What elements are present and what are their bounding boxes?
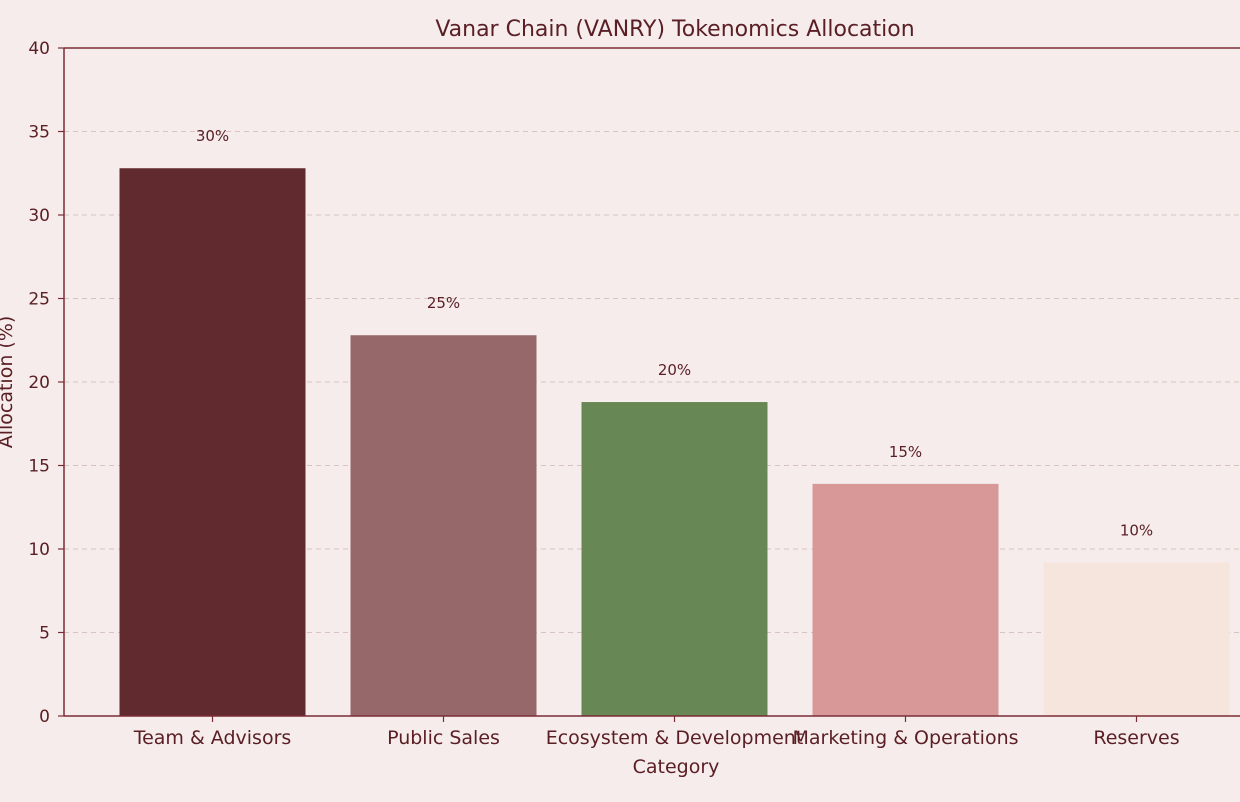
chart-title: Vanar Chain (VANRY) Tokenomics Allocatio…	[435, 17, 914, 42]
y-tick-label: 25	[28, 290, 50, 310]
data-label: 10%	[1120, 521, 1153, 539]
data-label: 20%	[658, 361, 691, 379]
bar-0	[119, 168, 306, 717]
y-tick-label: 35	[28, 123, 50, 143]
y-axis-title: Allocation (%)	[0, 316, 17, 449]
bar-4	[1043, 562, 1230, 716]
y-tick-label: 0	[39, 707, 50, 727]
y-tick-label: 20	[28, 373, 50, 393]
bar-1	[350, 335, 537, 716]
data-label: 30%	[196, 127, 229, 145]
y-tick-label: 30	[28, 206, 50, 226]
bar-2	[581, 402, 768, 716]
y-tick-label: 40	[28, 39, 50, 59]
bar-3	[812, 483, 999, 716]
y-tick-label: 15	[28, 457, 50, 477]
data-label: 25%	[427, 294, 460, 312]
axes	[58, 47, 1240, 722]
x-tick-label: Team & Advisors	[133, 727, 292, 749]
x-tick-label: Reserves	[1093, 727, 1179, 749]
data-labels: 30% 25% 20% 15% 10%	[196, 127, 1153, 539]
x-axis-title: Category	[633, 756, 720, 778]
bars	[119, 168, 1230, 717]
x-tick-label: Ecosystem & Development	[546, 727, 804, 749]
data-label: 15%	[889, 443, 922, 461]
x-tick-label: Marketing & Operations	[792, 727, 1018, 749]
x-tick-labels: Team & Advisors Public Sales Ecosystem & D…	[133, 727, 1180, 749]
y-tick-label: 5	[39, 624, 50, 644]
x-tick-label: Public Sales	[387, 727, 500, 749]
y-tick-label: 10	[28, 540, 50, 560]
y-tick-labels: 0 5 10 15 20 25 30 35 40	[28, 39, 50, 727]
